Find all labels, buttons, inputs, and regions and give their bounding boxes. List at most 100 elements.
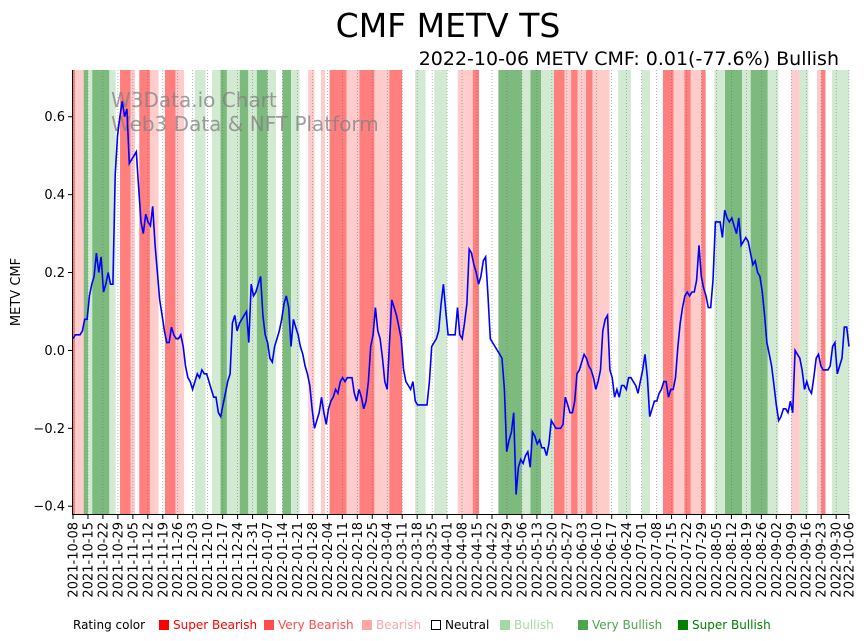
x-tick-label: 2022-01-07 bbox=[261, 522, 276, 598]
x-tick-label: 2021-11-19 bbox=[156, 522, 171, 598]
x-tick-label: 2022-02-18 bbox=[351, 522, 366, 598]
legend-label-very-bullish: Very Bullish bbox=[592, 618, 662, 632]
x-tick-label: 2022-08-26 bbox=[755, 522, 770, 598]
legend-label-bullish: Bullish bbox=[514, 618, 554, 632]
rating-band-bearish bbox=[374, 70, 390, 514]
y-tick-label: 0.0 bbox=[44, 344, 65, 359]
watermark-line2: Web3 Data & NFT Platform bbox=[111, 112, 379, 136]
rating-bands bbox=[73, 70, 849, 514]
rating-band-bullish bbox=[521, 70, 531, 514]
rating-band-bullish bbox=[831, 70, 849, 514]
x-tick-label: 2022-07-29 bbox=[695, 522, 710, 598]
rating-band-bearish bbox=[346, 70, 360, 514]
rating-band-bullish bbox=[541, 70, 554, 514]
y-axis-ticks: −0.4 −0.2 0.0 0.2 0.4 0.6 bbox=[33, 110, 73, 515]
x-tick-label: 2022-02-04 bbox=[321, 522, 336, 598]
x-tick-label: 2022-09-09 bbox=[785, 522, 800, 598]
legend-swatch-very-bearish bbox=[264, 620, 274, 630]
rating-band-neutral bbox=[402, 70, 416, 514]
x-tick-label: 2022-02-11 bbox=[336, 522, 351, 598]
rating-band-neutral bbox=[314, 70, 321, 514]
rating-band-very-bearish bbox=[663, 70, 674, 514]
rating-band-bullish bbox=[434, 70, 448, 514]
x-tick-label: 2022-07-01 bbox=[635, 522, 650, 598]
x-tick-label: 2021-10-22 bbox=[96, 522, 111, 598]
rating-band-bearish bbox=[149, 70, 159, 514]
x-axis-ticks: 2021-10-08 2021-10-15 2021-10-22 2021-10-29… bbox=[67, 514, 858, 598]
rating-band-very-bullish bbox=[92, 70, 110, 514]
rating-band-bullish bbox=[226, 70, 240, 514]
rating-band-very-bullish bbox=[220, 70, 227, 514]
x-tick-label: 2022-03-04 bbox=[381, 522, 396, 598]
x-tick-label: 2022-09-16 bbox=[800, 522, 815, 598]
watermark-line1: W3Data.io Chart bbox=[111, 88, 277, 112]
rating-band-bullish bbox=[618, 70, 631, 514]
rating-band-very-bullish bbox=[750, 70, 768, 514]
legend-swatch-neutral bbox=[431, 620, 441, 630]
watermark: W3Data.io Chart Web3 Data & NFT Platform bbox=[111, 88, 379, 136]
rating-band-neutral bbox=[825, 70, 832, 514]
series-line-metv-cmf bbox=[72, 101, 850, 495]
rating-band-bearish bbox=[690, 70, 702, 514]
x-tick-label: 2022-07-08 bbox=[650, 522, 665, 598]
x-tick-label: 2022-05-27 bbox=[560, 522, 575, 598]
x-tick-label: 2022-06-24 bbox=[620, 522, 635, 598]
x-tick-label: 2022-07-15 bbox=[665, 522, 680, 598]
rating-legend: Rating color Super Bearish Very Bearish Be… bbox=[73, 618, 771, 632]
rating-band-very-bearish bbox=[389, 70, 403, 514]
rating-band-very-bearish bbox=[329, 70, 347, 514]
legend-label-neutral: Neutral bbox=[445, 618, 489, 632]
rating-band-very-bearish bbox=[139, 70, 150, 514]
rating-band-very-bullish bbox=[239, 70, 249, 514]
rating-band-very-bearish bbox=[73, 70, 76, 514]
x-tick-label: 2021-12-17 bbox=[216, 522, 231, 598]
rating-band-bearish bbox=[308, 70, 315, 514]
x-tick-label: 2021-12-31 bbox=[246, 522, 261, 598]
x-tick-label: 2022-10-06 bbox=[843, 522, 858, 598]
rating-band-bearish bbox=[320, 70, 326, 514]
x-tick-label: 2022-06-17 bbox=[605, 522, 620, 598]
x-tick-label: 2022-05-13 bbox=[530, 522, 545, 598]
y-tick-label: 0.2 bbox=[44, 266, 65, 281]
rating-band-very-bullish bbox=[498, 70, 522, 514]
rating-band-very-bearish bbox=[821, 70, 826, 514]
x-tick-label: 2022-04-01 bbox=[441, 522, 456, 598]
x-tick-label: 2022-09-23 bbox=[815, 522, 830, 598]
x-tick-label: 2022-06-10 bbox=[590, 522, 605, 598]
rating-band-bearish bbox=[791, 70, 800, 514]
x-tick-label: 2021-10-08 bbox=[67, 522, 82, 598]
rating-band-neutral bbox=[609, 70, 619, 514]
x-tick-label: 2022-09-30 bbox=[830, 522, 845, 598]
rating-band-bullish bbox=[415, 70, 426, 514]
rating-band-neutral bbox=[447, 70, 458, 514]
legend-label-super-bearish: Super Bearish bbox=[173, 618, 257, 632]
legend-label-super-bullish: Super Bullish bbox=[692, 618, 771, 632]
rating-band-neutral bbox=[425, 70, 435, 514]
x-tick-label: 2022-09-02 bbox=[770, 522, 785, 598]
x-tick-label: 2021-12-24 bbox=[231, 522, 246, 598]
x-tick-label: 2021-11-12 bbox=[141, 522, 156, 598]
x-tick-label: 2021-11-05 bbox=[126, 522, 141, 598]
x-tick-label: 2022-01-28 bbox=[306, 522, 321, 598]
x-tick-label: 2022-04-08 bbox=[456, 522, 471, 598]
y-tick-label: −0.4 bbox=[33, 500, 65, 515]
legend-swatch-very-bullish bbox=[578, 620, 588, 630]
rating-band-bullish bbox=[211, 70, 221, 514]
rating-band-bearish bbox=[592, 70, 610, 514]
x-tick-label: 2021-12-10 bbox=[201, 522, 216, 598]
x-tick-label: 2021-12-03 bbox=[186, 522, 201, 598]
rating-band-very-bullish bbox=[282, 70, 292, 514]
rating-band-neutral bbox=[630, 70, 642, 514]
rating-band-very-bullish bbox=[83, 70, 88, 514]
x-tick-label: 2022-03-25 bbox=[426, 522, 441, 598]
rating-band-very-bearish bbox=[120, 70, 131, 514]
rating-band-very-bearish bbox=[586, 70, 593, 514]
rating-band-bearish bbox=[816, 70, 822, 514]
x-tick-label: 2022-04-29 bbox=[500, 522, 515, 598]
rating-band-very-bullish bbox=[530, 70, 542, 514]
rating-band-neutral bbox=[705, 70, 715, 514]
legend-heading: Rating color bbox=[73, 618, 145, 632]
x-tick-label: 2022-08-12 bbox=[725, 522, 740, 598]
rating-band-very-bullish bbox=[725, 70, 743, 514]
chart-title: CMF METV TS bbox=[336, 6, 561, 45]
